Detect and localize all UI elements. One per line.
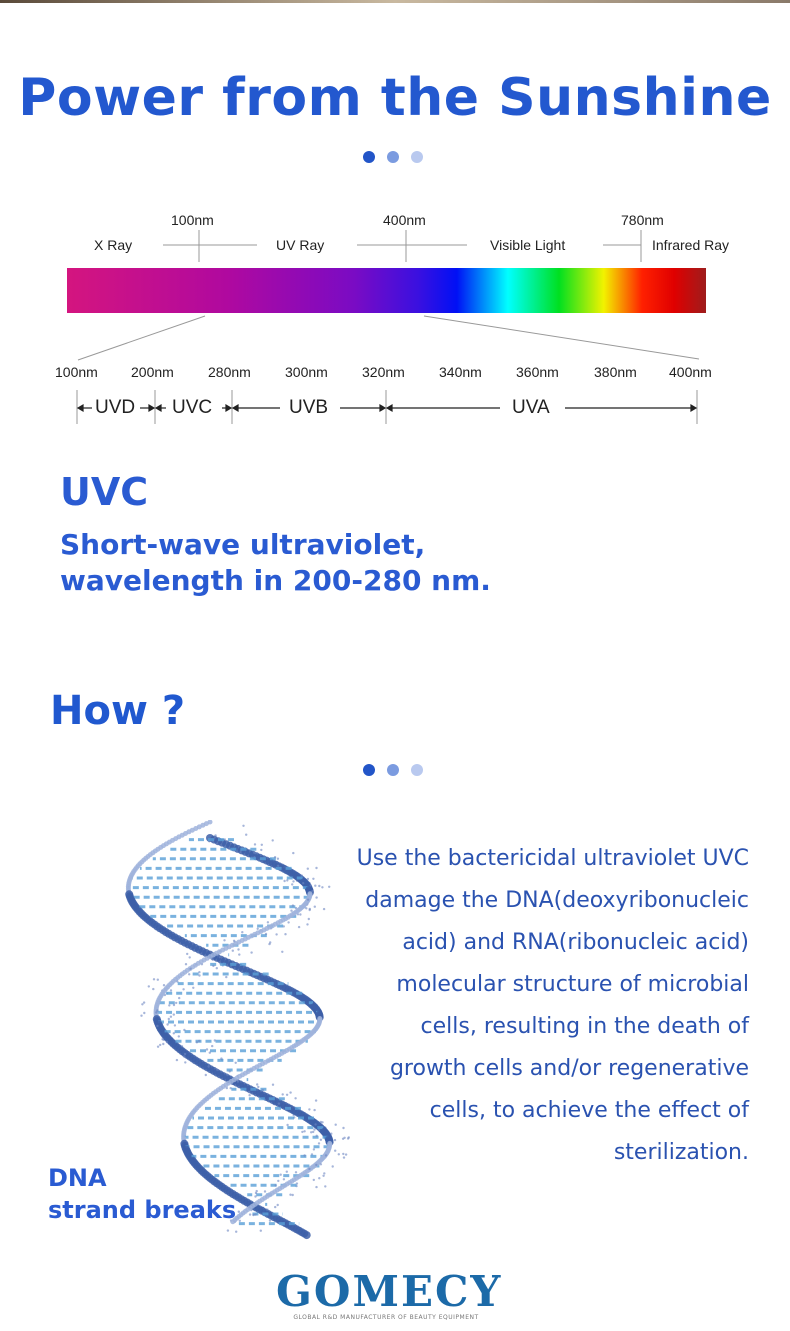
- uvc-description: Short-wave ultraviolet, wavelength in 20…: [60, 527, 491, 599]
- region-label: Infrared Ray: [652, 237, 729, 253]
- description-line: Use the bactericidal ultraviolet UVC: [349, 838, 749, 880]
- wavelength-tick: 380nm: [594, 364, 637, 380]
- band-label: UVD: [95, 397, 135, 419]
- gomecy-logo: GOMECY GLOBAL R&D MANUFACTURER OF BEAUTY…: [276, 1270, 496, 1321]
- wavelength-tick: 100nm: [55, 364, 98, 380]
- dna-label-line: DNA: [48, 1162, 236, 1194]
- how-description: Use the bactericidal ultraviolet UVC dama…: [349, 838, 749, 1174]
- band-label: UVB: [289, 397, 328, 419]
- region-label: Visible Light: [490, 237, 565, 253]
- pagination-dots: [363, 764, 423, 776]
- wavelength-tick: 320nm: [362, 364, 405, 380]
- band-label: UVC: [172, 397, 212, 419]
- wavelength-tick: 300nm: [285, 364, 328, 380]
- band-label: UVA: [512, 397, 550, 419]
- description-line: molecular structure of microbial: [349, 964, 749, 1006]
- tick-label: 400nm: [383, 212, 426, 228]
- region-label: X Ray: [94, 237, 132, 253]
- dot: [411, 764, 423, 776]
- description-line: damage the DNA(deoxyribonucleic: [349, 880, 749, 922]
- dot: [363, 764, 375, 776]
- dna-label: DNA strand breaks: [48, 1162, 236, 1226]
- uvc-line: wavelength in 200-280 nm.: [60, 563, 491, 599]
- uvc-line: Short-wave ultraviolet,: [60, 527, 491, 563]
- tick-label: 100nm: [171, 212, 214, 228]
- description-line: acid) and RNA(ribonucleic acid): [349, 922, 749, 964]
- description-line: cells, to achieve the effect of: [349, 1090, 749, 1132]
- wavelength-tick: 280nm: [208, 364, 251, 380]
- wavelength-tick: 360nm: [516, 364, 559, 380]
- spectrum-bar: [67, 268, 706, 313]
- uvc-heading: UVC: [60, 470, 148, 514]
- description-line: sterilization.: [349, 1132, 749, 1174]
- wavelength-tick: 340nm: [439, 364, 482, 380]
- wavelength-tick: 200nm: [131, 364, 174, 380]
- dna-label-line: strand breaks: [48, 1194, 236, 1226]
- wavelength-tick: 400nm: [669, 364, 712, 380]
- description-line: cells, resulting in the death of: [349, 1006, 749, 1048]
- region-label: UV Ray: [276, 237, 324, 253]
- tick-label: 780nm: [621, 212, 664, 228]
- how-heading: How ?: [50, 688, 185, 734]
- description-line: growth cells and/or regenerative: [349, 1048, 749, 1090]
- dot: [387, 764, 399, 776]
